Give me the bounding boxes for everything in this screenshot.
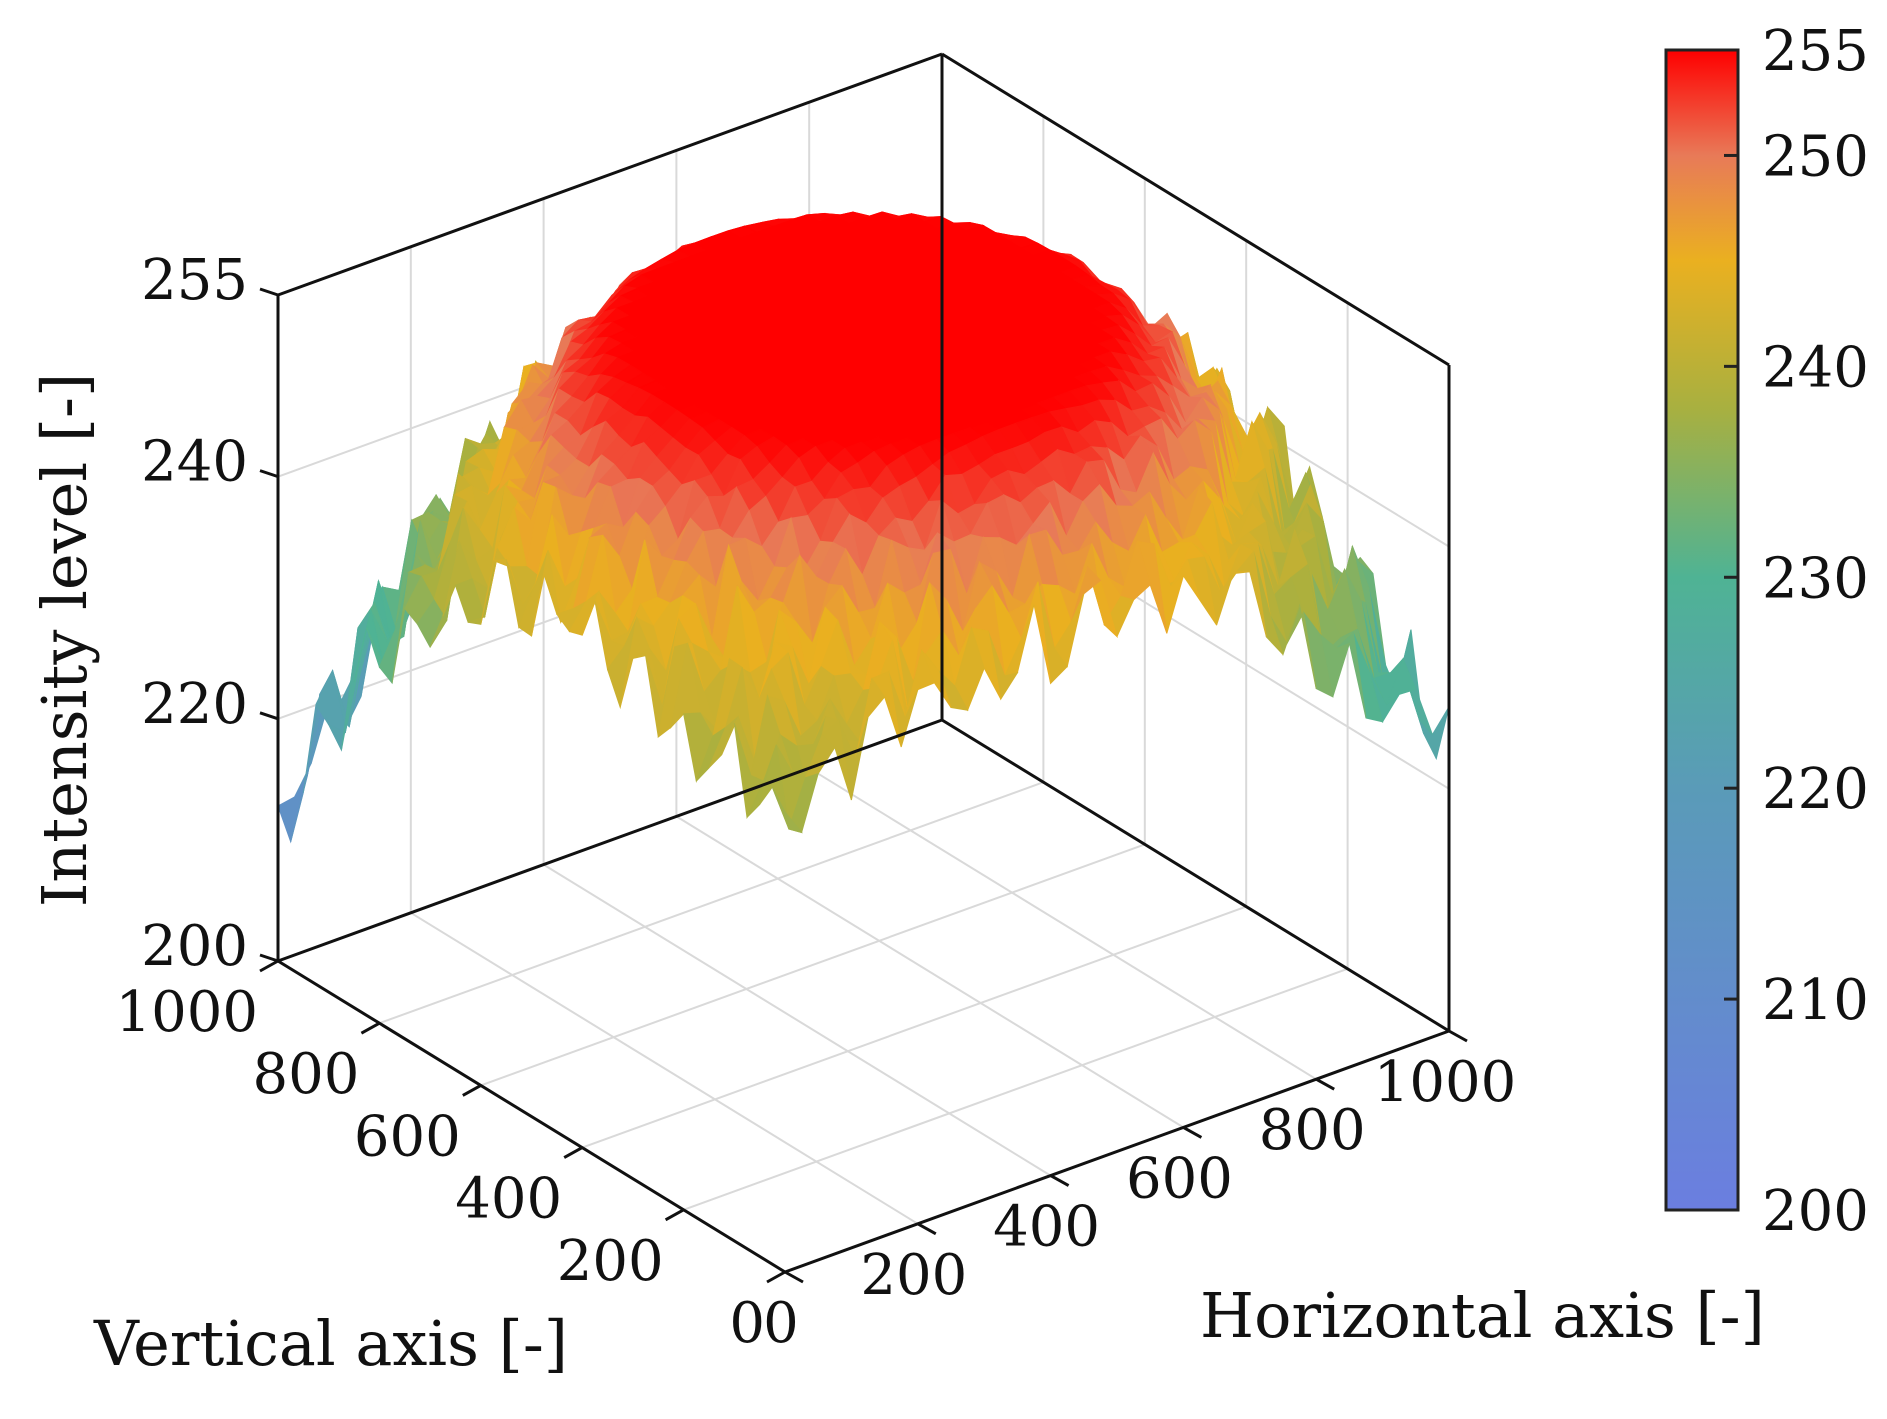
- floor-grid-line: [808, 767, 1317, 1081]
- floor-grid-line: [379, 781, 1044, 1025]
- colorbar-tick-label: 240: [1762, 335, 1869, 400]
- y-axis-line: [277, 959, 786, 1274]
- colorbar-tick-label: 210: [1762, 968, 1869, 1033]
- y-tick-label: 400: [455, 1167, 562, 1232]
- colorbar-tick-label: 255: [1762, 19, 1869, 84]
- box-edge: [277, 718, 943, 963]
- x-tick-mark: [917, 1222, 937, 1236]
- x-tick-mark: [1182, 1126, 1203, 1139]
- y-axis-label: Vertical axis [-]: [93, 1307, 568, 1380]
- colorbar-ticks: 200 210 220 230 240 250 255: [1724, 19, 1869, 1244]
- z-axis-label: Intensity level [-]: [28, 373, 101, 907]
- colorbar-tick-label: 220: [1762, 757, 1869, 822]
- colorbar-tick-label: 250: [1762, 124, 1869, 189]
- z-tick-mark: [259, 469, 279, 479]
- floor-grid-line: [683, 967, 1348, 1211]
- surface-patch: [771, 786, 803, 834]
- x-tick-label: 600: [1126, 1146, 1233, 1211]
- z-tick-mark: [259, 711, 279, 721]
- z-tick-label: 255: [141, 248, 248, 313]
- x-tick-label: 1000: [1374, 1050, 1517, 1115]
- z-tick-label: 200: [141, 914, 248, 979]
- y-tick-label: 200: [557, 1229, 664, 1294]
- z-tick-label: 240: [141, 430, 248, 495]
- z-tick-mark: [259, 287, 279, 297]
- axes-box: [276, 52, 1451, 1274]
- box-edge: [277, 52, 943, 297]
- colorbar-tick-label: 230: [1762, 546, 1869, 611]
- box-edge: [941, 718, 1450, 1033]
- floor-grid-line: [581, 905, 1247, 1149]
- x-tick-label: 800: [1259, 1098, 1366, 1163]
- floor-grid-line: [543, 863, 1052, 1177]
- y-tick-mark: [360, 1021, 381, 1035]
- floor-grid-line: [410, 911, 919, 1225]
- surface-patch: [277, 775, 308, 844]
- x-tick-mark: [1049, 1174, 1070, 1187]
- x-axis-label: Horizontal axis [-]: [1200, 1279, 1765, 1352]
- intensity-surface: [277, 211, 1450, 844]
- x-tick-mark: [1448, 1029, 1468, 1043]
- floor-grid-line: [675, 815, 1184, 1129]
- x-tick-label: 400: [993, 1195, 1100, 1260]
- colorbar-fill: [1664, 48, 1740, 1212]
- y-tick-label: 800: [253, 1042, 360, 1107]
- y-tick-mark: [664, 1208, 685, 1222]
- colorbar-tick-label: 200: [1762, 1179, 1869, 1244]
- y-tick-mark: [462, 1084, 482, 1097]
- x-tick-label: 200: [860, 1243, 967, 1308]
- colorbar: 200 210 220 230 240 250 255: [1664, 19, 1869, 1244]
- x-tick-mark: [1315, 1077, 1335, 1091]
- x-tick-label: 0: [763, 1291, 799, 1356]
- y-tick-mark: [766, 1270, 786, 1284]
- box-edge: [941, 52, 1450, 367]
- y-tick-label: 600: [354, 1104, 461, 1169]
- y-tick-mark: [259, 959, 279, 973]
- x-tick-mark: [784, 1270, 804, 1284]
- y-tick-label: 0: [729, 1291, 765, 1356]
- z-tick-label: 220: [141, 672, 248, 737]
- y-tick-mark: [563, 1146, 583, 1159]
- z-tick-mark: [259, 953, 279, 963]
- floor-grid-line: [480, 843, 1146, 1087]
- z-tick-labels: 200 220 240 255: [141, 248, 279, 979]
- y-tick-label: 1000: [115, 980, 258, 1045]
- x-axis-line: [784, 1029, 1450, 1274]
